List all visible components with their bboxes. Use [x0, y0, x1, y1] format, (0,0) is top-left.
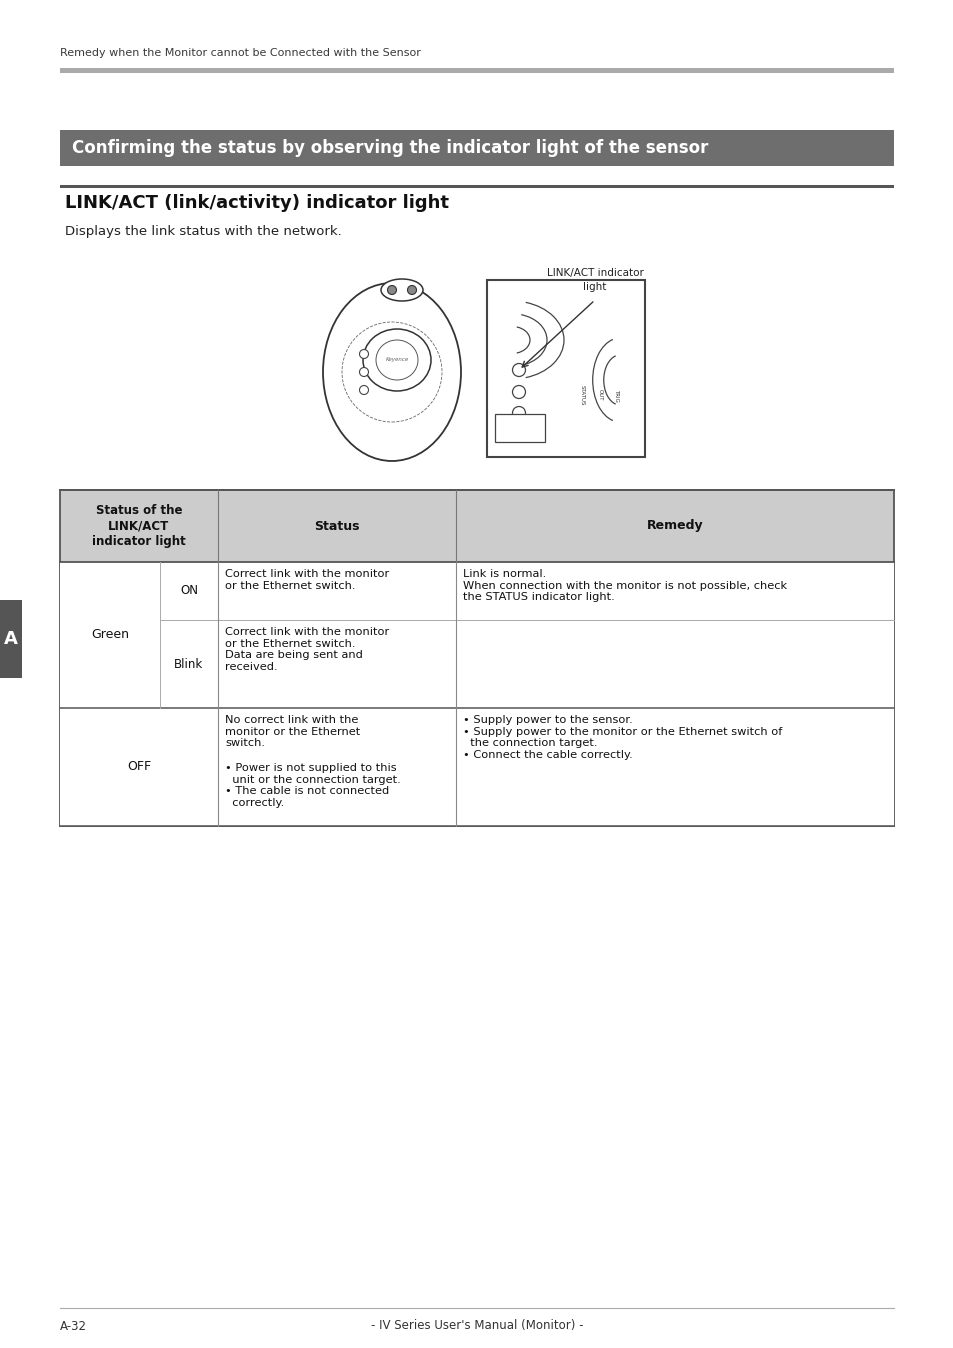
Bar: [60, 67, 893, 73]
Text: • Power is not supplied to this
  unit or the connection target.
• The cable is : • Power is not supplied to this unit or …: [225, 763, 400, 807]
Bar: [60, 562, 893, 620]
Bar: [60, 185, 893, 187]
Bar: [60, 620, 893, 708]
Ellipse shape: [380, 279, 422, 301]
Bar: [60, 708, 893, 826]
Text: Remedy: Remedy: [646, 519, 702, 532]
Text: LINK/ACT (link/activity) indicator light: LINK/ACT (link/activity) indicator light: [65, 194, 449, 212]
Text: Keyence: Keyence: [385, 357, 408, 363]
Text: Status: Status: [314, 519, 359, 532]
Ellipse shape: [512, 407, 525, 419]
Bar: [60, 129, 893, 166]
Ellipse shape: [387, 286, 396, 294]
Text: A-32: A-32: [60, 1320, 87, 1333]
Text: Remedy when the Monitor cannot be Connected with the Sensor: Remedy when the Monitor cannot be Connec…: [60, 49, 420, 58]
Text: Confirming the status by observing the indicator light of the sensor: Confirming the status by observing the i…: [71, 139, 708, 156]
Text: Correct link with the monitor
or the Ethernet switch.
Data are being sent and
re: Correct link with the monitor or the Eth…: [225, 627, 389, 671]
Ellipse shape: [359, 368, 368, 376]
Ellipse shape: [323, 283, 460, 461]
Ellipse shape: [512, 386, 525, 399]
Text: Green: Green: [91, 628, 129, 642]
Ellipse shape: [359, 386, 368, 395]
Ellipse shape: [512, 364, 525, 376]
Bar: [60, 491, 893, 826]
Text: • Supply power to the sensor.
• Supply power to the monitor or the Ethernet swit: • Supply power to the sensor. • Supply p…: [462, 714, 781, 760]
Ellipse shape: [375, 340, 417, 380]
Ellipse shape: [363, 329, 431, 391]
Bar: [0, 600, 22, 678]
Text: ON: ON: [180, 585, 198, 597]
Bar: [60, 491, 893, 562]
Bar: [495, 414, 544, 442]
Text: light: light: [582, 282, 606, 293]
Text: TRIG: TRIG: [614, 388, 618, 402]
Text: Correct link with the monitor
or the Ethernet switch.: Correct link with the monitor or the Eth…: [225, 569, 389, 590]
Text: Status of the
LINK/ACT
indicator light: Status of the LINK/ACT indicator light: [92, 504, 186, 547]
Bar: [486, 280, 644, 457]
Text: Displays the link status with the network.: Displays the link status with the networ…: [65, 225, 341, 239]
Ellipse shape: [359, 349, 368, 359]
Text: STATUS: STATUS: [578, 384, 584, 406]
Text: OFF: OFF: [127, 760, 151, 774]
Text: Link is normal.
When connection with the monitor is not possible, check
the STAT: Link is normal. When connection with the…: [462, 569, 786, 603]
Text: - IV Series User's Manual (Monitor) -: - IV Series User's Manual (Monitor) -: [371, 1320, 582, 1333]
Text: OUT: OUT: [597, 390, 602, 400]
Text: LINK/ACT indicator: LINK/ACT indicator: [546, 268, 642, 278]
Text: Blink: Blink: [174, 658, 203, 670]
Ellipse shape: [407, 286, 416, 294]
Text: No correct link with the
monitor or the Ethernet
switch.: No correct link with the monitor or the …: [225, 714, 360, 748]
Text: A: A: [4, 630, 18, 648]
